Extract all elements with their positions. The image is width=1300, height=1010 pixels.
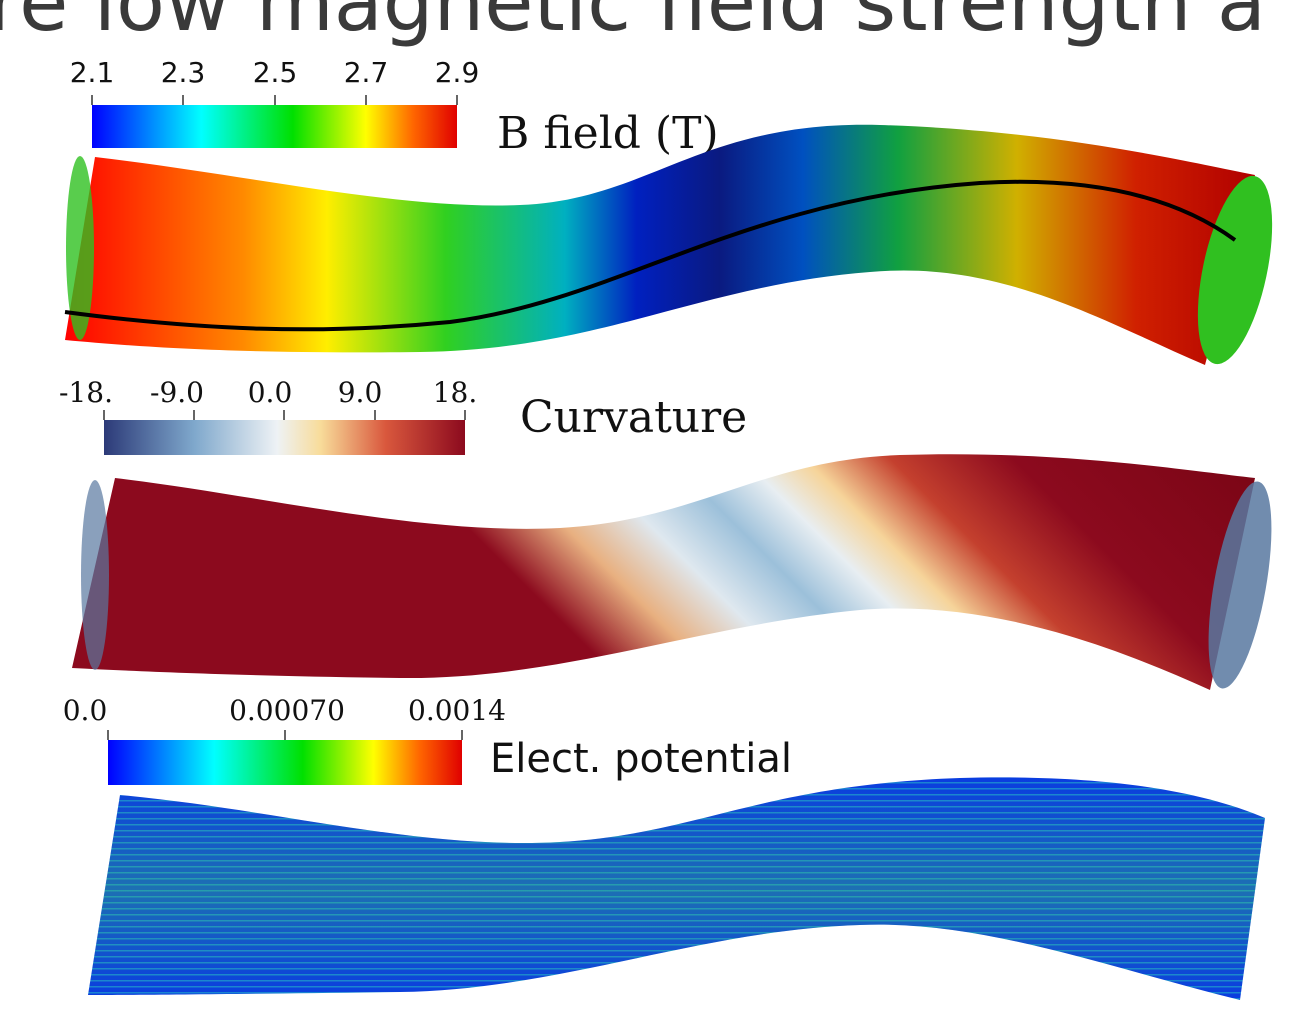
tick-label: -9.0	[150, 376, 204, 409]
tube	[65, 125, 1286, 371]
colorbar-ticks	[108, 730, 462, 740]
tick-label: 2.1	[70, 56, 115, 89]
colorbar-ticks	[104, 410, 465, 420]
colorbar-title: Elect. potential	[490, 736, 792, 782]
tick-label: 0.0014	[408, 694, 506, 727]
colorbar	[104, 420, 465, 455]
tube	[72, 454, 1284, 693]
tick-label: 9.0	[338, 376, 383, 409]
tick-label: 0.0	[63, 694, 108, 727]
figure: re low magnetic field strength a 2.1 2.3…	[0, 0, 1300, 1010]
colorbar	[92, 105, 457, 148]
colorbar-ticks	[92, 95, 457, 105]
tick-label: 2.7	[344, 56, 389, 89]
colorbar-title: B field (T)	[497, 108, 719, 159]
page: {"header": {"title": "re low magnetic fi…	[0, 0, 1300, 1010]
colorbar	[108, 740, 462, 785]
tick-label: 18.	[433, 376, 478, 409]
tick-label: 2.9	[435, 56, 480, 89]
tick-label: 0.00070	[229, 694, 345, 727]
tick-label: 0.0	[248, 376, 293, 409]
tick-label: 2.3	[161, 56, 206, 89]
heading: re low magnetic field strength a	[0, 0, 1266, 49]
tube	[88, 777, 1265, 1000]
tick-label: -18.	[59, 376, 113, 409]
colorbar-title: Curvature	[520, 392, 747, 443]
tick-label: 2.5	[253, 56, 298, 89]
